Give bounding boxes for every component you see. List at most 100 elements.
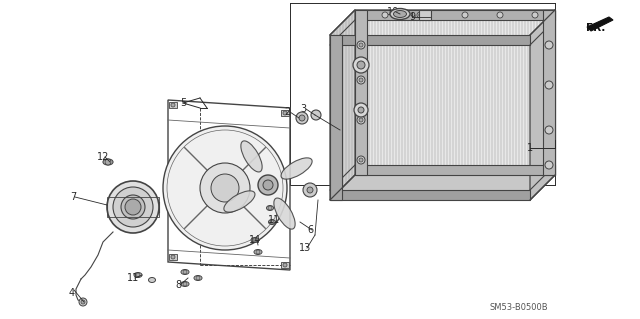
Circle shape bbox=[79, 298, 87, 306]
Text: 7: 7 bbox=[70, 192, 76, 202]
Circle shape bbox=[136, 273, 140, 277]
Circle shape bbox=[303, 183, 317, 197]
Circle shape bbox=[163, 126, 287, 250]
Ellipse shape bbox=[181, 281, 189, 286]
Ellipse shape bbox=[274, 198, 295, 229]
Circle shape bbox=[307, 187, 313, 193]
Circle shape bbox=[545, 81, 553, 89]
Ellipse shape bbox=[251, 238, 259, 242]
Circle shape bbox=[196, 276, 200, 280]
Text: 9: 9 bbox=[409, 12, 415, 22]
Polygon shape bbox=[330, 35, 342, 200]
Circle shape bbox=[545, 126, 553, 134]
Ellipse shape bbox=[266, 205, 273, 211]
Circle shape bbox=[354, 103, 368, 117]
Circle shape bbox=[105, 159, 111, 165]
Circle shape bbox=[353, 57, 369, 73]
Circle shape bbox=[462, 12, 468, 18]
Ellipse shape bbox=[103, 159, 113, 165]
Ellipse shape bbox=[134, 272, 142, 278]
Ellipse shape bbox=[254, 249, 262, 255]
Circle shape bbox=[545, 41, 553, 49]
Circle shape bbox=[253, 238, 257, 242]
Ellipse shape bbox=[281, 158, 312, 179]
Circle shape bbox=[532, 12, 538, 18]
Ellipse shape bbox=[394, 11, 406, 18]
Circle shape bbox=[183, 282, 187, 286]
Circle shape bbox=[81, 300, 85, 304]
Polygon shape bbox=[330, 175, 555, 200]
Text: 4: 4 bbox=[69, 288, 75, 298]
Circle shape bbox=[359, 43, 363, 47]
Circle shape bbox=[357, 156, 365, 164]
Ellipse shape bbox=[269, 219, 275, 225]
Circle shape bbox=[417, 12, 423, 18]
Text: 6: 6 bbox=[307, 225, 313, 235]
Text: 11: 11 bbox=[268, 215, 280, 225]
Circle shape bbox=[359, 118, 363, 122]
Circle shape bbox=[545, 161, 553, 169]
Circle shape bbox=[299, 115, 305, 121]
Circle shape bbox=[171, 103, 175, 107]
Text: 1: 1 bbox=[527, 143, 533, 153]
Ellipse shape bbox=[194, 276, 202, 280]
Circle shape bbox=[283, 263, 287, 267]
Ellipse shape bbox=[107, 181, 159, 233]
Circle shape bbox=[357, 116, 365, 124]
Ellipse shape bbox=[419, 11, 431, 19]
Text: 10: 10 bbox=[387, 7, 399, 17]
Polygon shape bbox=[587, 17, 613, 31]
Text: 8: 8 bbox=[175, 280, 181, 290]
Polygon shape bbox=[330, 10, 355, 200]
Bar bbox=[169, 254, 177, 260]
Ellipse shape bbox=[113, 187, 153, 227]
Text: 2: 2 bbox=[284, 107, 290, 117]
Ellipse shape bbox=[148, 278, 156, 283]
Circle shape bbox=[183, 270, 187, 274]
Polygon shape bbox=[355, 10, 367, 175]
Circle shape bbox=[358, 107, 364, 113]
Circle shape bbox=[211, 174, 239, 202]
Bar bbox=[281, 262, 289, 268]
Circle shape bbox=[258, 175, 278, 195]
Circle shape bbox=[270, 220, 274, 224]
Text: 5: 5 bbox=[180, 98, 186, 108]
Circle shape bbox=[296, 112, 308, 124]
Circle shape bbox=[497, 12, 503, 18]
Circle shape bbox=[283, 111, 287, 115]
Bar bbox=[281, 110, 289, 116]
Circle shape bbox=[359, 158, 363, 162]
Polygon shape bbox=[330, 10, 555, 35]
Circle shape bbox=[311, 110, 321, 120]
Polygon shape bbox=[355, 10, 555, 20]
Ellipse shape bbox=[224, 191, 255, 212]
Polygon shape bbox=[543, 10, 555, 175]
Bar bbox=[419, 10, 431, 20]
Circle shape bbox=[125, 199, 141, 215]
Circle shape bbox=[256, 250, 260, 254]
Polygon shape bbox=[355, 165, 555, 175]
Polygon shape bbox=[330, 190, 530, 200]
Text: SM53-B0500B: SM53-B0500B bbox=[490, 303, 548, 313]
Circle shape bbox=[357, 61, 365, 69]
Text: FR.: FR. bbox=[586, 23, 605, 33]
Bar bbox=[169, 102, 177, 108]
Ellipse shape bbox=[181, 270, 189, 275]
Ellipse shape bbox=[390, 9, 410, 19]
Circle shape bbox=[171, 255, 175, 259]
Circle shape bbox=[200, 163, 250, 213]
Circle shape bbox=[359, 78, 363, 82]
Text: 3: 3 bbox=[300, 104, 306, 114]
Text: 11: 11 bbox=[127, 273, 139, 283]
Circle shape bbox=[263, 180, 273, 190]
Ellipse shape bbox=[121, 195, 145, 219]
Ellipse shape bbox=[241, 141, 262, 172]
Text: 12: 12 bbox=[97, 152, 109, 162]
Text: 14: 14 bbox=[249, 235, 261, 245]
Circle shape bbox=[268, 206, 272, 210]
Text: 13: 13 bbox=[299, 243, 311, 253]
Polygon shape bbox=[530, 10, 555, 200]
Circle shape bbox=[382, 12, 388, 18]
Polygon shape bbox=[355, 10, 555, 175]
Circle shape bbox=[357, 76, 365, 84]
